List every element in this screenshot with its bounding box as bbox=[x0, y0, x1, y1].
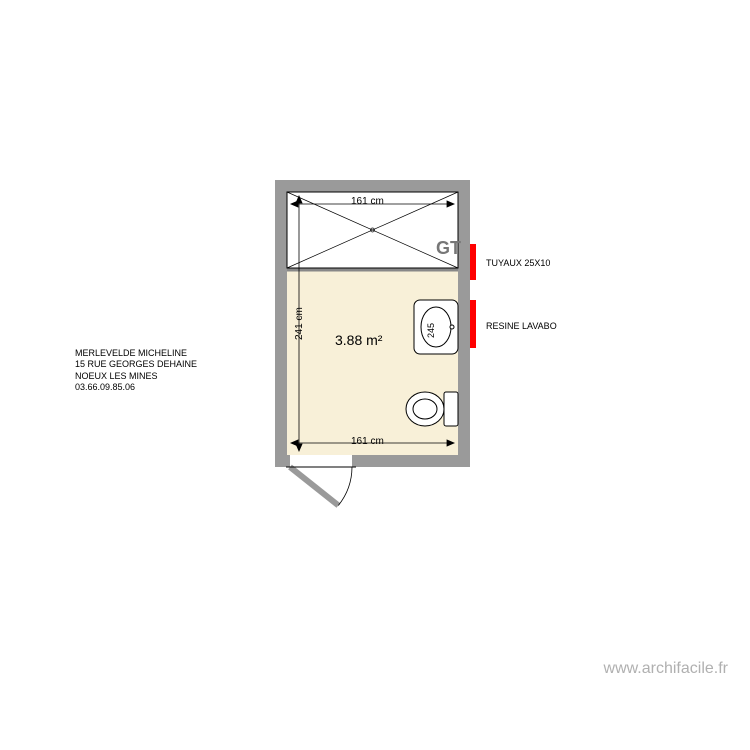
watermark: www.archifacile.fr bbox=[604, 660, 728, 678]
dim-height-sink: 245 bbox=[426, 323, 436, 338]
client-line3: NOEUX LES MINES bbox=[75, 371, 197, 382]
area-label: 3.88 m² bbox=[335, 332, 382, 348]
client-info: MERLEVELDE MICHELINE 15 RUE GEORGES DEHA… bbox=[75, 348, 197, 393]
label-resine: RESINE LAVABO bbox=[486, 321, 557, 331]
gt-label: GT bbox=[436, 238, 461, 259]
dim-top-width: 161 cm bbox=[351, 196, 384, 207]
dim-bottom-width: 161 cm bbox=[351, 436, 384, 447]
dim-height-left: 241 cm bbox=[294, 307, 305, 340]
label-tuyaux: TUYAUX 25X10 bbox=[486, 258, 550, 268]
client-line4: 03.66.09.85.06 bbox=[75, 382, 197, 393]
client-line2: 15 RUE GEORGES DEHAINE bbox=[75, 359, 197, 370]
client-line1: MERLEVELDE MICHELINE bbox=[75, 348, 197, 359]
